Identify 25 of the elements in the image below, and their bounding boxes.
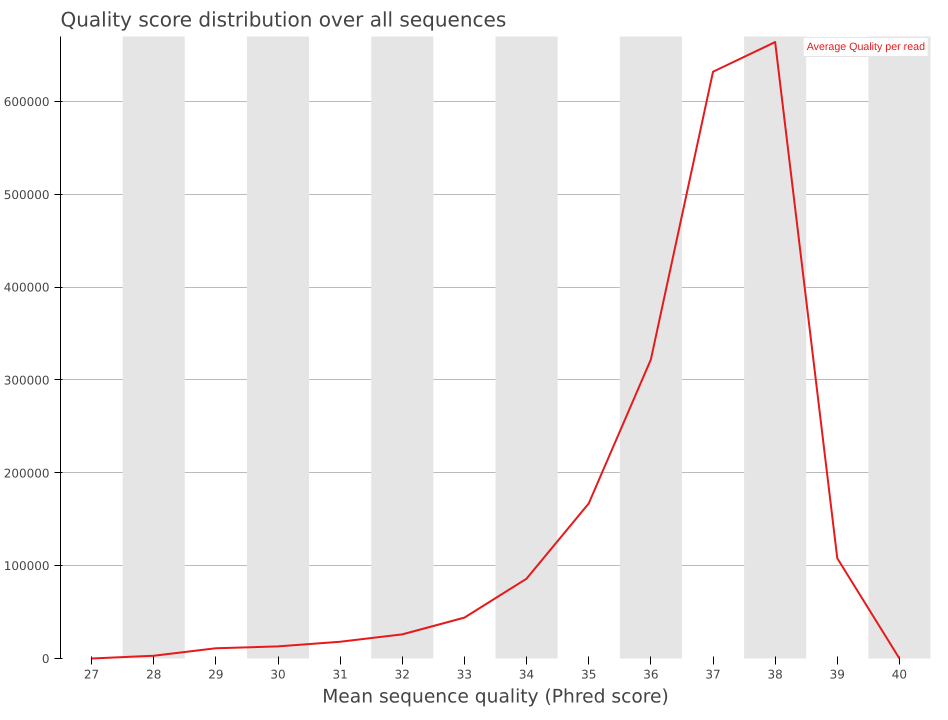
y-tick-label: 500000 xyxy=(4,188,50,202)
chart-title: Quality score distribution over all sequences xyxy=(60,8,506,32)
y-tick-label: 400000 xyxy=(4,280,50,295)
y-tick-label: 200000 xyxy=(4,466,50,480)
text: Average Quality per read xyxy=(806,41,925,53)
x-tick-label: 33 xyxy=(456,668,472,682)
x-tick-label: 38 xyxy=(768,668,783,682)
x-tick-label: 32 xyxy=(394,668,410,682)
x-tick-label: 35 xyxy=(581,668,596,682)
x-tick-label: 29 xyxy=(208,668,224,682)
y-tick-label: 600000 xyxy=(4,94,50,109)
y-tick-label: 0 xyxy=(42,652,50,666)
x-tick-label: 39 xyxy=(830,668,845,682)
x-tick-label: 36 xyxy=(643,668,659,682)
x-tick-label: 27 xyxy=(84,668,100,682)
x-tick-label: 37 xyxy=(705,668,721,682)
x-tick-label: 40 xyxy=(892,668,908,682)
line-series xyxy=(90,41,900,660)
y-tick-label: 100000 xyxy=(4,559,50,574)
x-tick-label: 28 xyxy=(146,668,162,682)
x-axis-title: Mean sequence quality (Phred score) xyxy=(322,686,669,708)
x-tick-label: 34 xyxy=(518,668,534,682)
x-tick-label: 31 xyxy=(332,668,348,682)
y-tick-label: 300000 xyxy=(4,373,50,388)
x-tick-label: 30 xyxy=(270,668,286,682)
